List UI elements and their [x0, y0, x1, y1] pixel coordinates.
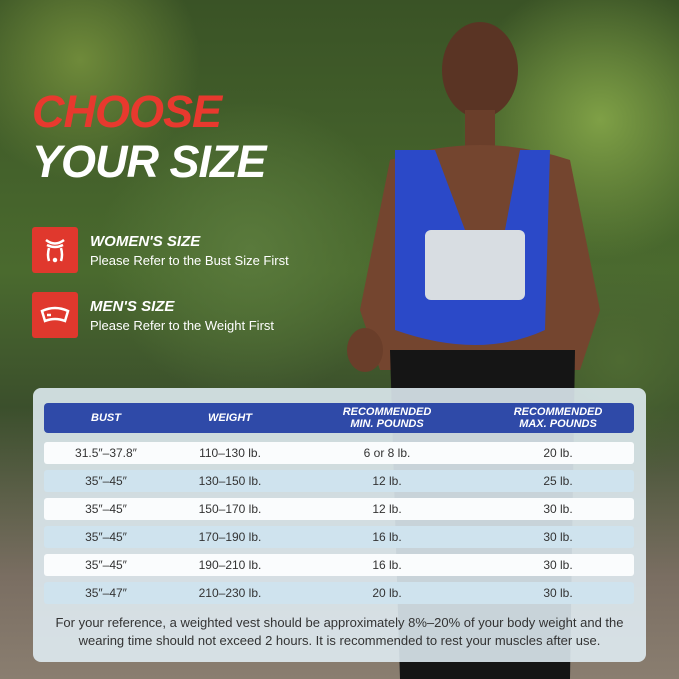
header-max-pounds: RECOMMENDED MAX. POUNDS [513, 406, 603, 430]
reference-note: For your reference, a weighted vest shou… [55, 615, 624, 648]
womens-size-label: WOMEN'S SIZE [90, 232, 201, 250]
cell-min: 16 lb. [372, 558, 402, 572]
cell-max: 30 lb. [543, 558, 573, 572]
cell-weight: 170–190 lb. [198, 530, 262, 544]
table-row: 35″–45″ 130–150 lb. 12 lb. 25 lb. [44, 470, 634, 492]
womens-size-item: WOMEN'S SIZE Please Refer to the Bust Si… [32, 227, 289, 273]
cell-min: 20 lb. [372, 586, 402, 600]
cell-max: 30 lb. [543, 586, 573, 600]
cell-bust: 35″–45″ [85, 558, 127, 572]
cell-weight: 130–150 lb. [198, 474, 262, 488]
title-your-size: YOUR SIZE [32, 136, 267, 187]
men-band-icon [32, 292, 78, 338]
mens-size-hint: Please Refer to the Weight First [90, 317, 275, 333]
header-weight: WEIGHT [208, 412, 252, 424]
mens-size-label: MEN'S SIZE [90, 297, 175, 315]
cell-max: 30 lb. [543, 502, 573, 516]
cell-bust: 35″–47″ [85, 586, 127, 600]
cell-weight: 190–210 lb. [198, 558, 262, 572]
cell-min: 6 or 8 lb. [363, 446, 411, 460]
cell-max: 20 lb. [543, 446, 573, 460]
women-torso-icon [32, 227, 78, 273]
cell-min: 12 lb. [372, 502, 402, 516]
table-row: 31.5″–37.8″ 110–130 lb. 6 or 8 lb. 20 lb. [44, 442, 634, 464]
mens-size-item: MEN'S SIZE Please Refer to the Weight Fi… [32, 292, 274, 338]
table-row: 35″–47″ 210–230 lb. 20 lb. 30 lb. [44, 582, 634, 604]
cell-bust: 35″–45″ [85, 474, 127, 488]
womens-size-hint: Please Refer to the Bust Size First [90, 252, 289, 268]
header-min-pounds: RECOMMENDED MIN. POUNDS [342, 406, 432, 430]
table-row: 35″–45″ 190–210 lb. 16 lb. 30 lb. [44, 554, 634, 576]
cell-weight: 110–130 lb. [199, 446, 261, 460]
cell-bust: 35″–45″ [85, 502, 127, 516]
title-choose: CHOOSE [32, 86, 222, 137]
cell-max: 30 lb. [543, 530, 573, 544]
table-row: 35″–45″ 150–170 lb. 12 lb. 30 lb. [44, 498, 634, 520]
cell-weight: 210–230 lb. [198, 586, 262, 600]
table-row: 35″–45″ 170–190 lb. 16 lb. 30 lb. [44, 526, 634, 548]
header-bust: BUST [91, 412, 121, 424]
cell-bust: 31.5″–37.8″ [75, 446, 137, 460]
cell-weight: 150–170 lb. [198, 502, 262, 516]
table-header: BUST WEIGHT RECOMMENDED MIN. POUNDS RECO… [44, 403, 634, 433]
cell-bust: 35″–45″ [85, 530, 127, 544]
cell-min: 16 lb. [372, 530, 402, 544]
cell-max: 25 lb. [543, 474, 573, 488]
size-table-panel: BUST WEIGHT RECOMMENDED MIN. POUNDS RECO… [33, 388, 646, 662]
cell-min: 12 lb. [372, 474, 402, 488]
